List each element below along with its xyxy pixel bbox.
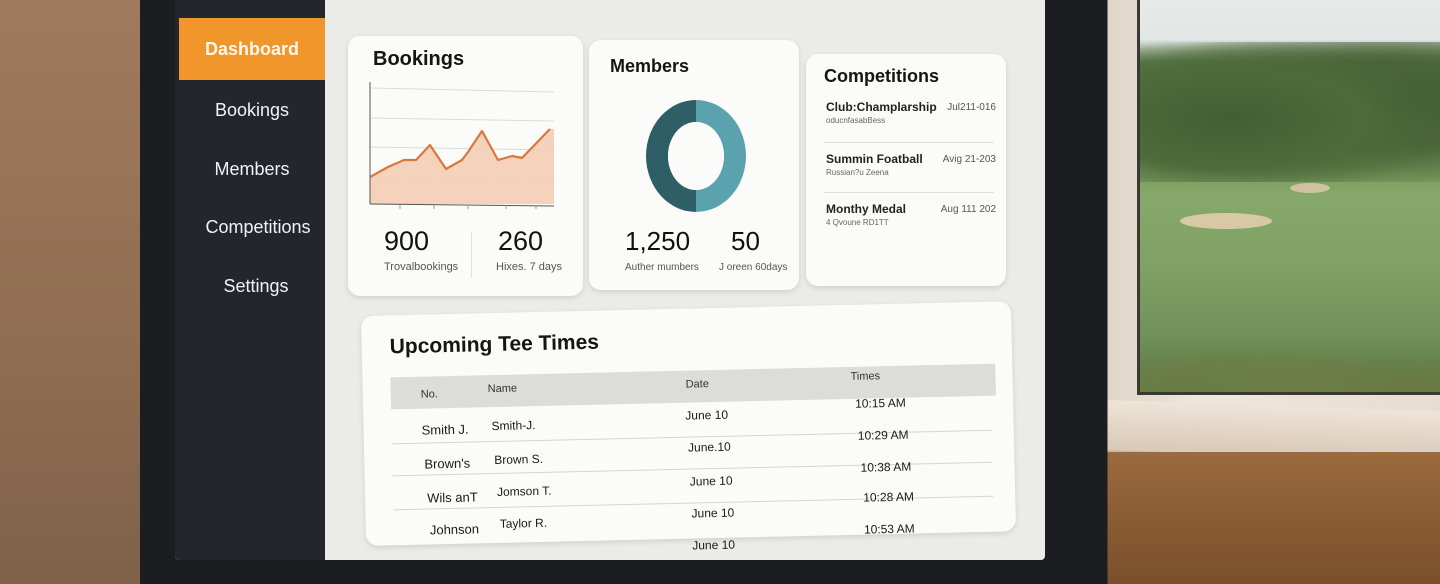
- cell-name: Jomson T.: [496, 483, 552, 499]
- bushes: [1140, 337, 1440, 392]
- sidebar-item-competitions[interactable]: Competitions: [185, 196, 331, 258]
- cell-date: June 10: [689, 473, 733, 489]
- cell-date: June.10: [687, 439, 731, 455]
- cell-no: Johnson: [429, 521, 480, 538]
- table-row[interactable]: Brown's Brown S. June.10 10:29 AM: [361, 301, 1011, 472]
- bookings-area-chart: [369, 82, 555, 209]
- recent-bookings-label: Hixes. 7 days: [496, 261, 563, 273]
- members-donut-chart: [646, 100, 746, 212]
- cell-no: Smith J.: [421, 421, 469, 438]
- cell-name: Taylor R.: [499, 515, 548, 531]
- lower-wall: [1060, 452, 1440, 584]
- new-members-value: 50: [731, 226, 760, 256]
- cell-time: 10:53 AM: [863, 521, 915, 537]
- table-row[interactable]: June 10 10:53 AM: [361, 301, 1011, 552]
- divider: [824, 192, 994, 193]
- competition-name: Monthy Medal: [826, 202, 906, 216]
- tree-line: [1140, 42, 1440, 182]
- card-title: Competitions: [824, 66, 939, 86]
- sidebar-item-label: Settings: [223, 275, 289, 296]
- members-card[interactable]: Members 1,250 Auther mumbers 50 J oreen …: [589, 40, 799, 290]
- competition-date: Jul211-016: [947, 102, 996, 113]
- competition-name: Club:Champlarship: [826, 100, 937, 114]
- bookings-card[interactable]: Bookings 900 Trovalbookings 260 Hixes. 7…: [348, 36, 583, 296]
- divider: [824, 142, 994, 143]
- sidebar-item-dashboard[interactable]: Dashboard: [179, 18, 325, 80]
- new-members-label: J oreen 60days: [719, 262, 788, 273]
- dashboard-screen: Dashboard Bookings Members Competitions …: [175, 0, 1045, 560]
- competition-subtitle: Russian?u Zeena: [826, 168, 889, 177]
- competition-name: Summin Foatball: [826, 152, 923, 166]
- cell-name: Smith-J.: [491, 418, 536, 434]
- sidebar-item-members[interactable]: Members: [179, 138, 325, 200]
- card-title: Members: [610, 56, 690, 76]
- cell-date: June 10: [691, 505, 735, 521]
- total-bookings-value: 900: [384, 226, 430, 256]
- sidebar: Dashboard Bookings Members Competitions …: [175, 0, 325, 560]
- total-bookings-label: Trovalbookings: [384, 261, 459, 273]
- cell-date: June 10: [692, 537, 736, 553]
- competition-subtitle: 4 Qvoune RD1TT: [826, 218, 889, 227]
- sand-bunker: [1180, 213, 1272, 229]
- cell-time: 10:29 AM: [857, 427, 909, 443]
- competitions-card[interactable]: Competitions Club:Champlarship oducnfasa…: [806, 54, 1006, 286]
- sidebar-item-bookings[interactable]: Bookings: [179, 79, 325, 141]
- table-row[interactable]: Smith J. Smith-J. June 10 10:15 AM: [361, 301, 1011, 438]
- sand-bunker: [1290, 183, 1330, 193]
- cell-date: June 10: [685, 407, 729, 423]
- cell-no: Wils anT: [426, 489, 478, 506]
- sidebar-item-label: Bookings: [214, 99, 290, 120]
- column-header-no[interactable]: No.: [420, 388, 439, 401]
- cell-name: Brown S.: [494, 451, 544, 468]
- recent-bookings-value: 260: [498, 226, 544, 256]
- sidebar-item-label: Competitions: [205, 216, 311, 237]
- cell-time: 10:38 AM: [860, 459, 912, 475]
- tee-times-card: Upcoming Tee Times No. Name Date Times S…: [361, 301, 1017, 553]
- column-header-name[interactable]: Name: [487, 382, 518, 396]
- column-header-date[interactable]: Date: [685, 378, 710, 391]
- cell-time: 10:15 AM: [854, 395, 906, 411]
- window-golf-course-view: [1137, 0, 1440, 395]
- cell-no: Brown's: [424, 455, 471, 472]
- sidebar-item-label: Dashboard: [204, 38, 300, 59]
- table-row[interactable]: Wils anT Jomson T. June 10 10:38 AM: [361, 301, 1011, 506]
- total-members-value: 1,250: [625, 226, 691, 256]
- cell-time: 10:28 AM: [863, 489, 915, 505]
- competition-date: Avig 21-203: [942, 154, 996, 165]
- sidebar-item-label: Members: [214, 158, 290, 179]
- stat-divider: [471, 232, 472, 278]
- column-header-times[interactable]: Times: [850, 370, 881, 383]
- table-row[interactable]: Johnson Taylor R. June 10 10:28 AM: [361, 301, 1011, 538]
- total-members-label: Auther mumbers: [625, 262, 699, 273]
- card-title: Bookings: [373, 48, 465, 70]
- competition-subtitle: oducnfasabBess: [826, 116, 886, 125]
- competition-date: Aug 111 202: [940, 204, 996, 215]
- section-title: Upcoming Tee Times: [389, 330, 600, 359]
- sidebar-item-settings[interactable]: Settings: [183, 255, 329, 317]
